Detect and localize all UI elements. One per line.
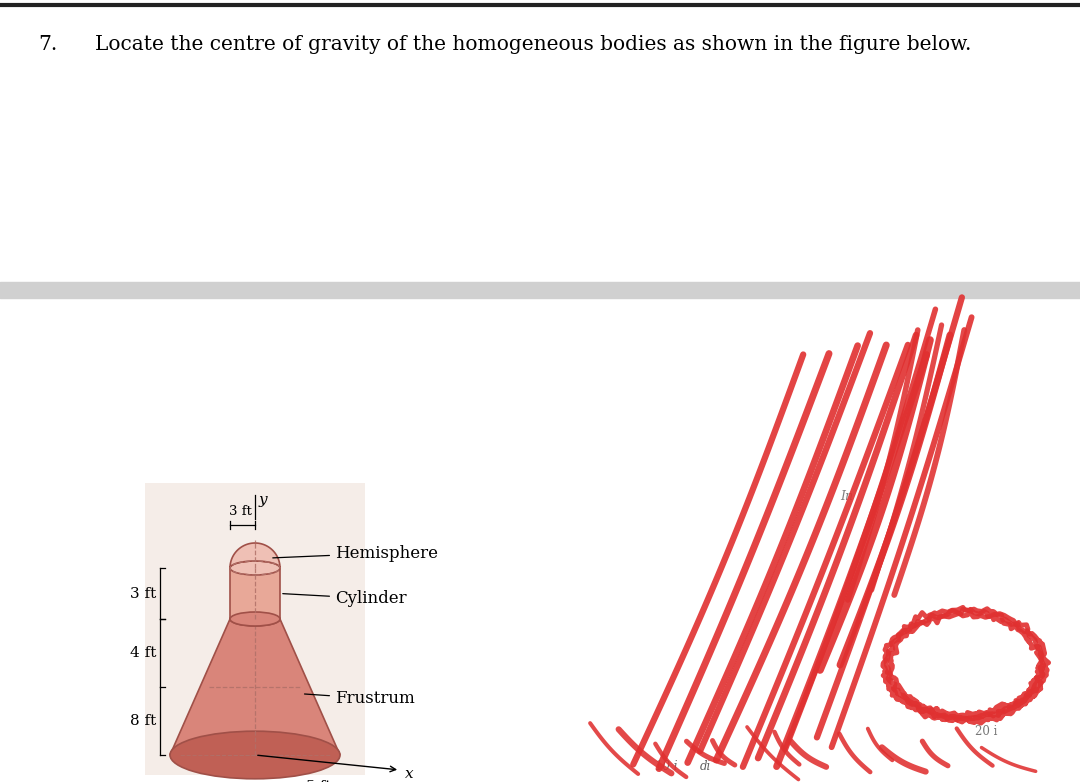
Text: di: di	[700, 760, 712, 773]
Ellipse shape	[230, 612, 280, 626]
Text: 4 ft: 4 ft	[130, 646, 156, 660]
Text: In: In	[840, 490, 853, 503]
Text: 8 ft: 8 ft	[130, 714, 156, 728]
Text: y: y	[259, 493, 268, 507]
Ellipse shape	[230, 561, 280, 575]
Text: 3 ft: 3 ft	[229, 505, 252, 518]
Text: Hemisphere: Hemisphere	[273, 544, 438, 561]
Text: Locate the centre of gravity of the homogeneous bodies as shown in the figure be: Locate the centre of gravity of the homo…	[95, 35, 971, 54]
Ellipse shape	[230, 612, 280, 626]
Text: Frustrum: Frustrum	[305, 691, 415, 707]
Text: 7.: 7.	[38, 35, 57, 54]
Polygon shape	[230, 568, 280, 619]
Text: 10 i: 10 i	[654, 760, 677, 773]
FancyBboxPatch shape	[145, 483, 365, 775]
Text: 20 i: 20 i	[975, 725, 997, 738]
Text: 5 ft: 5 ft	[307, 780, 332, 782]
Text: 3 ft: 3 ft	[130, 586, 156, 601]
Text: Cylinder: Cylinder	[283, 590, 407, 607]
Polygon shape	[230, 543, 280, 568]
Text: x: x	[405, 767, 414, 781]
Ellipse shape	[170, 731, 340, 779]
Polygon shape	[170, 619, 340, 755]
